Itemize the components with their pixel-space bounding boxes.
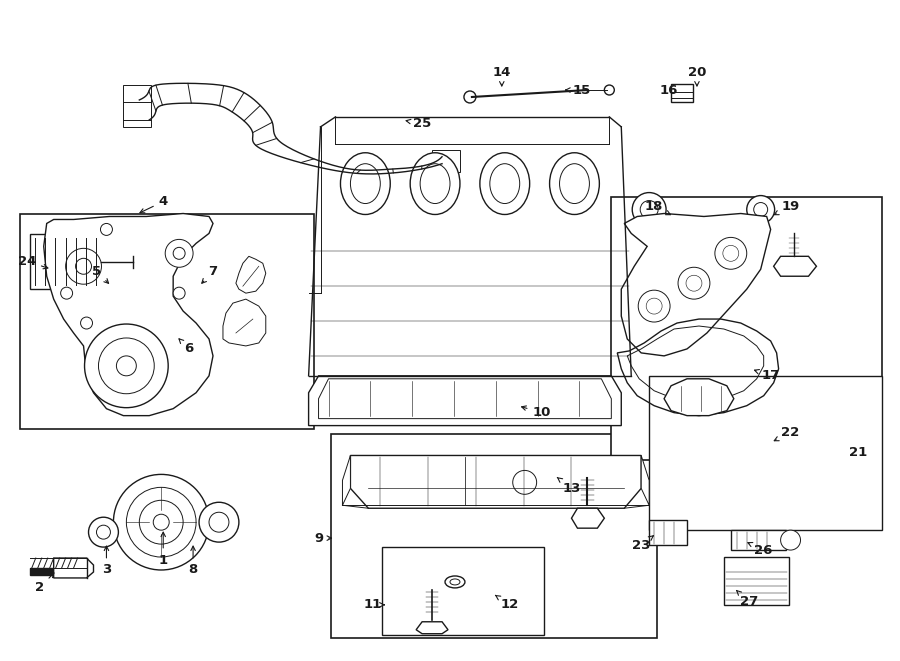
Circle shape — [780, 530, 800, 550]
Circle shape — [96, 525, 111, 539]
Circle shape — [116, 356, 136, 376]
Ellipse shape — [420, 164, 450, 204]
Circle shape — [113, 475, 209, 570]
Circle shape — [101, 223, 112, 235]
Circle shape — [464, 91, 476, 103]
Circle shape — [126, 487, 196, 557]
Polygon shape — [350, 455, 641, 508]
Text: 11: 11 — [364, 598, 384, 611]
Circle shape — [199, 502, 238, 542]
Ellipse shape — [480, 153, 530, 214]
Text: 18: 18 — [645, 200, 670, 215]
Polygon shape — [621, 214, 770, 356]
Text: 3: 3 — [102, 546, 111, 576]
Circle shape — [678, 267, 710, 299]
Text: 25: 25 — [406, 118, 431, 130]
Bar — [123, 85, 151, 127]
Ellipse shape — [490, 164, 519, 204]
Circle shape — [66, 249, 102, 284]
Text: 16: 16 — [660, 83, 679, 97]
Circle shape — [88, 517, 119, 547]
Text: 21: 21 — [850, 446, 868, 459]
Bar — [611, 196, 882, 461]
Text: 19: 19 — [774, 200, 800, 215]
Text: 20: 20 — [688, 65, 706, 86]
Text: 14: 14 — [492, 65, 511, 86]
Text: 15: 15 — [566, 83, 590, 97]
Polygon shape — [30, 568, 54, 575]
Bar — [724, 557, 788, 605]
Circle shape — [85, 324, 168, 408]
Bar — [671, 84, 693, 102]
Polygon shape — [343, 455, 350, 505]
Bar — [649, 520, 687, 545]
Bar — [20, 214, 313, 428]
Text: 17: 17 — [754, 369, 779, 382]
Text: 12: 12 — [495, 596, 519, 611]
Text: 2: 2 — [35, 573, 54, 594]
Circle shape — [140, 500, 183, 544]
Circle shape — [173, 287, 185, 299]
Circle shape — [640, 200, 658, 219]
Bar — [30, 235, 102, 289]
Ellipse shape — [550, 153, 599, 214]
Text: 8: 8 — [188, 546, 198, 576]
Polygon shape — [309, 376, 621, 426]
Circle shape — [166, 239, 194, 267]
Text: 26: 26 — [748, 543, 773, 557]
Circle shape — [604, 85, 615, 95]
Circle shape — [209, 512, 229, 532]
Circle shape — [153, 514, 169, 530]
Polygon shape — [44, 214, 213, 416]
Polygon shape — [54, 558, 94, 578]
Circle shape — [98, 338, 154, 394]
Circle shape — [753, 202, 768, 217]
Ellipse shape — [560, 164, 590, 204]
Bar — [649, 376, 882, 530]
Circle shape — [632, 192, 666, 227]
Text: 24: 24 — [18, 254, 48, 269]
Text: 7: 7 — [202, 265, 218, 284]
Circle shape — [60, 287, 73, 299]
Circle shape — [81, 317, 93, 329]
Circle shape — [76, 258, 92, 274]
Text: 23: 23 — [632, 535, 653, 551]
Polygon shape — [223, 299, 266, 346]
Polygon shape — [236, 256, 266, 293]
Bar — [330, 434, 657, 638]
Text: 6: 6 — [179, 339, 194, 356]
Polygon shape — [664, 379, 734, 416]
Ellipse shape — [340, 153, 391, 214]
Text: 22: 22 — [774, 426, 800, 441]
Text: 10: 10 — [522, 406, 551, 419]
Text: 5: 5 — [92, 265, 109, 284]
Text: 4: 4 — [140, 195, 167, 213]
Ellipse shape — [450, 579, 460, 585]
Ellipse shape — [350, 164, 381, 204]
Text: 9: 9 — [314, 531, 331, 545]
Circle shape — [638, 290, 670, 322]
Circle shape — [513, 471, 536, 494]
Bar — [731, 530, 786, 550]
Bar — [382, 547, 544, 635]
Text: 13: 13 — [557, 477, 580, 495]
Circle shape — [686, 275, 702, 291]
Circle shape — [715, 237, 747, 269]
Circle shape — [173, 247, 185, 259]
Polygon shape — [416, 622, 448, 634]
Ellipse shape — [445, 576, 465, 588]
Polygon shape — [641, 455, 649, 505]
Circle shape — [646, 298, 662, 314]
Circle shape — [723, 245, 739, 261]
Polygon shape — [319, 379, 611, 418]
Ellipse shape — [410, 153, 460, 214]
Circle shape — [747, 196, 775, 223]
Text: 27: 27 — [736, 590, 758, 608]
Bar — [432, 150, 460, 172]
Polygon shape — [572, 508, 604, 528]
Text: 1: 1 — [158, 532, 167, 566]
Polygon shape — [774, 256, 816, 276]
